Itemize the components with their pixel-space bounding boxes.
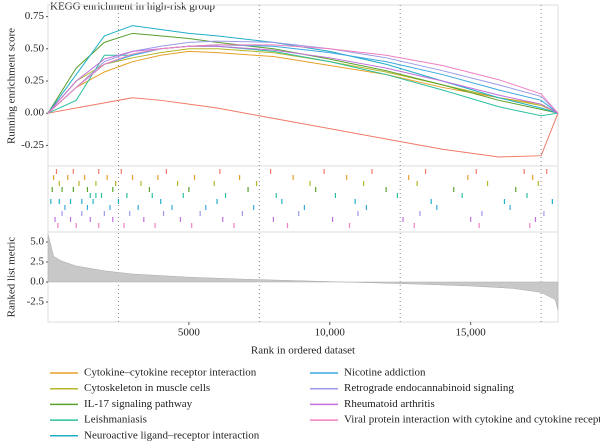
x-tick-label: 10,000	[315, 327, 346, 339]
y-tick-label: 5.0	[30, 236, 44, 248]
es-line	[47, 25, 559, 114]
x-tick-label: 5000	[178, 327, 201, 339]
y-tick-label: 0.25	[25, 75, 45, 87]
y-tick-label: -0.25	[21, 139, 44, 151]
es-line	[47, 45, 559, 114]
x-axis-label: Rank in ordered dataset	[251, 345, 355, 357]
legend-label: Leishmaniasis	[84, 414, 147, 426]
legend-label: IL-17 signaling pathway	[84, 398, 193, 410]
y-tick-label: -2.5	[27, 296, 45, 308]
legend-label: Rheumatoid arthritis	[344, 398, 435, 410]
ranked-area	[47, 233, 559, 311]
y-tick-label: 2.5	[30, 256, 44, 268]
legend-label: Cytokine–cytokine receptor interaction	[84, 367, 257, 379]
x-tick-label: 15,000	[456, 327, 487, 339]
legend-label: Cytoskeleton in muscle cells	[84, 382, 210, 394]
y-axis-label: Ranked list metric	[6, 237, 18, 318]
y-tick-label: 0.50	[25, 42, 45, 54]
legend-label: Neuroactive ligand–receptor interaction	[84, 429, 260, 441]
es-line	[47, 45, 559, 117]
es-line	[47, 97, 559, 158]
legend-label: Retrograde endocannabinoid signaling	[344, 382, 514, 394]
legend-label: Nicotine addiction	[344, 367, 426, 379]
es-line	[47, 50, 559, 114]
y-tick-label: 0.0	[30, 276, 44, 288]
legend-label: Viral protein interaction with cytokine …	[344, 414, 600, 426]
panel-frame	[47, 165, 559, 233]
es-line	[47, 40, 559, 114]
chart-title: KEGG enrichment in high-risk group	[50, 1, 215, 13]
y-axis-label: Running enrichment score	[6, 28, 18, 144]
es-line	[47, 44, 559, 114]
y-tick-label: 0.75	[25, 10, 45, 22]
y-tick-label: 0.00	[25, 107, 45, 119]
